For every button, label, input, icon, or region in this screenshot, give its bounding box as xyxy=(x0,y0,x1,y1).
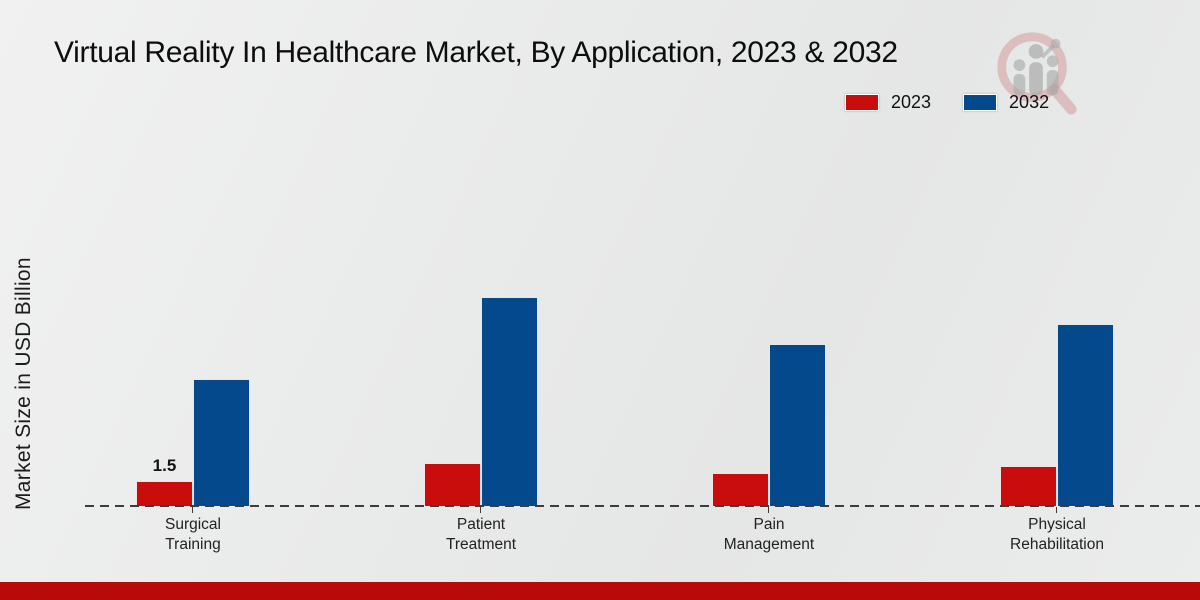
axis-tick xyxy=(1056,507,1057,513)
bar-2032-physical-rehabilitation xyxy=(1057,324,1114,506)
footer-red-strip xyxy=(0,582,1200,600)
bar-2032-pain-management xyxy=(769,344,826,506)
legend-item-2032: 2032 xyxy=(963,92,1049,113)
bar-group-patient-treatment xyxy=(424,297,538,506)
bar-2023-surgical-training xyxy=(136,481,193,506)
bar-group-physical-rehabilitation xyxy=(1000,324,1114,506)
category-label-patient-treatment: Patient Treatment xyxy=(445,516,517,553)
legend-swatch-2023 xyxy=(845,94,879,111)
y-axis-label: Market Size in USD Billion xyxy=(12,257,35,510)
category-label-surgical-training: Surgical Training xyxy=(165,516,221,553)
bar-2032-patient-treatment xyxy=(481,297,538,506)
bar-2032-surgical-training xyxy=(193,379,250,506)
legend-swatch-2032 xyxy=(963,94,998,111)
bar-group-surgical-training xyxy=(136,379,250,506)
legend-label-2032: 2032 xyxy=(1009,92,1050,112)
bar-2023-patient-treatment xyxy=(424,463,481,506)
magnifier-bar-chart-logo-icon xyxy=(997,32,1077,115)
chart-title: Virtual Reality In Healthcare Market, By… xyxy=(54,36,898,69)
legend: 2023 2032 xyxy=(845,92,1049,113)
bar-2023-pain-management xyxy=(712,473,769,506)
bar-group-pain-management xyxy=(712,344,826,506)
category-label-pain-management: Pain Management xyxy=(723,516,815,553)
axis-tick xyxy=(768,507,769,513)
category-label-physical-rehabilitation: Physical Rehabilitation xyxy=(1010,516,1104,553)
x-axis-dashed-line xyxy=(85,505,1200,507)
legend-label-2023: 2023 xyxy=(891,92,932,112)
bar-2023-physical-rehabilitation xyxy=(1000,466,1057,506)
legend-item-2023: 2023 xyxy=(845,92,931,113)
axis-tick xyxy=(192,507,193,513)
bar-value-label: 1.5 xyxy=(152,456,177,475)
axis-tick xyxy=(480,507,481,513)
